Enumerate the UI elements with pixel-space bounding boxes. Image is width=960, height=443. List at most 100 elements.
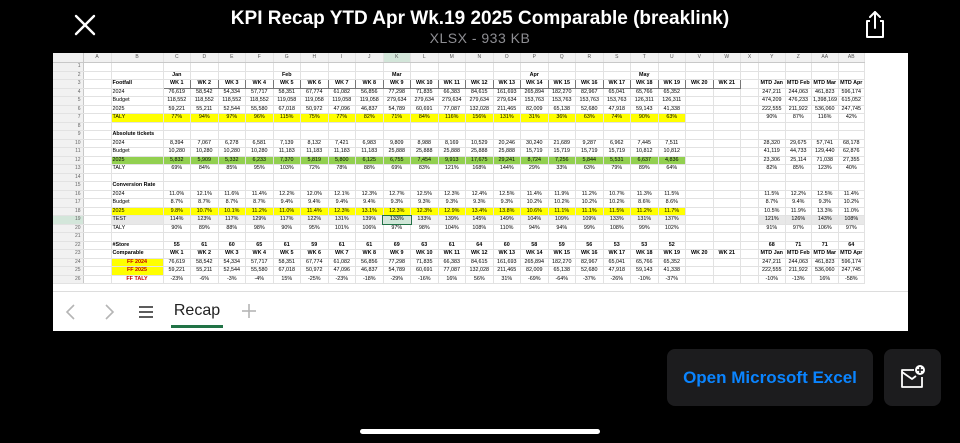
sheet-cell[interactable] xyxy=(548,122,576,131)
column-header[interactable]: B xyxy=(111,53,164,63)
sheet-cell[interactable] xyxy=(273,122,301,131)
sheet-cell[interactable]: -10% xyxy=(630,275,659,284)
sheet-cell[interactable]: 74% xyxy=(603,113,631,123)
sheet-cell[interactable] xyxy=(685,156,714,165)
sheet-cell[interactable]: 8.7% xyxy=(758,198,786,208)
sheet-cell[interactable]: 11.5% xyxy=(658,190,686,199)
sheet-cell[interactable] xyxy=(713,207,741,216)
sheet-cell[interactable]: 114% xyxy=(163,215,191,225)
sheet-cell[interactable] xyxy=(758,62,786,72)
sheet-cell[interactable]: 11.6% xyxy=(218,190,246,199)
column-header[interactable]: F xyxy=(245,53,274,63)
sheet-cell[interactable]: 8,988 xyxy=(410,139,439,148)
sheet-cell[interactable]: 109% xyxy=(548,215,576,225)
sheet-cell[interactable]: 65,041 xyxy=(603,88,631,97)
sheet-cell[interactable]: 10,812 xyxy=(658,147,686,157)
sheet-cell[interactable] xyxy=(713,173,741,182)
column-header[interactable]: V xyxy=(685,53,714,63)
sheet-cell[interactable]: 63% xyxy=(575,164,604,174)
sheet-cell[interactable]: 84,615 xyxy=(465,258,494,267)
sheet-cell[interactable]: MTD Feb xyxy=(785,79,812,89)
sheet-cell[interactable]: 28,320 xyxy=(758,139,786,148)
sheet-cell[interactable] xyxy=(218,173,246,182)
sheet-cell[interactable] xyxy=(163,130,191,140)
sheet-cell[interactable]: 103% xyxy=(273,164,301,174)
column-header[interactable]: J xyxy=(355,53,384,63)
row-number[interactable]: 9 xyxy=(53,130,84,140)
sheet-cell[interactable] xyxy=(493,122,521,131)
sheet-cell[interactable]: -18% xyxy=(355,275,384,284)
sheet-cell[interactable] xyxy=(83,173,112,182)
sheet-cell[interactable]: 108% xyxy=(465,224,494,233)
sheet-cell[interactable] xyxy=(811,71,839,80)
sheet-cell[interactable]: 99% xyxy=(575,224,604,233)
sheet-cell[interactable] xyxy=(785,122,812,131)
sheet-cell[interactable]: 47,918 xyxy=(603,105,631,114)
sheet-cell[interactable]: 12.9% xyxy=(438,207,466,216)
sheet-cell[interactable] xyxy=(713,181,741,191)
sheet-cell[interactable]: 29,241 xyxy=(493,156,521,165)
sheet-cell[interactable]: 67,774 xyxy=(300,258,329,267)
sheet-cell[interactable]: 9.3% xyxy=(410,198,439,208)
sheet-cell[interactable]: 104% xyxy=(520,215,549,225)
sheet-cell[interactable]: 10,529 xyxy=(465,139,494,148)
sheet-cell[interactable]: WK 1 xyxy=(162,79,191,89)
sheet-cell[interactable]: 131% xyxy=(328,215,356,225)
sheet-cell[interactable] xyxy=(658,232,686,242)
row-number[interactable]: 16 xyxy=(53,190,84,199)
sheet-cell[interactable] xyxy=(273,130,301,140)
sheet-cell[interactable] xyxy=(300,130,329,140)
sheet-cell[interactable]: 71 xyxy=(785,241,812,250)
sheet-cell[interactable] xyxy=(685,198,714,208)
sheet-cell[interactable]: 25,888 xyxy=(465,147,494,157)
sheet-cell[interactable] xyxy=(410,62,439,72)
sheet-cell[interactable]: WK 7 xyxy=(327,79,356,89)
sheet-cell[interactable]: -37% xyxy=(575,275,604,284)
sheet-cell[interactable]: 265,894 xyxy=(520,258,549,267)
row-number[interactable]: 18 xyxy=(53,207,84,216)
sheet-cell[interactable] xyxy=(163,181,191,191)
column-header[interactable]: H xyxy=(300,53,329,63)
sheet-cell[interactable] xyxy=(83,207,112,216)
sheet-cell[interactable]: 474,209 xyxy=(758,96,786,106)
sheet-cell[interactable]: 33% xyxy=(548,164,576,174)
sheet-cell[interactable] xyxy=(520,181,549,191)
row-number[interactable]: 20 xyxy=(53,224,84,233)
sheet-cell[interactable]: 4,836 xyxy=(658,156,686,165)
sheet-cell[interactable]: 8.7% xyxy=(218,198,246,208)
sheet-cell[interactable]: 7,511 xyxy=(658,139,686,148)
sheet-cell[interactable] xyxy=(630,122,659,131)
sheet-cell[interactable]: 6,983 xyxy=(355,139,384,148)
sheet-cell[interactable] xyxy=(713,198,741,208)
column-header[interactable]: AB xyxy=(838,53,865,63)
sheet-cell[interactable]: WK 10 xyxy=(410,79,439,89)
sheet-cell[interactable]: 25,888 xyxy=(383,147,411,157)
sheet-cell[interactable]: 99% xyxy=(630,224,659,233)
sheet-cell[interactable]: 116% xyxy=(811,113,839,123)
sheet-cell[interactable]: 131% xyxy=(493,113,521,123)
sheet-cell[interactable]: 11.9% xyxy=(548,190,576,199)
sheet-cell[interactable] xyxy=(785,232,812,242)
sheet-cell[interactable] xyxy=(758,71,786,80)
sheet-cell[interactable]: -69% xyxy=(520,275,549,284)
sheet-cell[interactable]: Jan xyxy=(163,70,191,80)
sheet-cell[interactable]: 123% xyxy=(811,164,839,174)
sheet-cell[interactable]: 20,246 xyxy=(493,139,521,148)
sheet-cell[interactable]: -29% xyxy=(383,275,411,284)
sheet-cell[interactable]: 71,835 xyxy=(410,88,439,97)
sheet-cell[interactable] xyxy=(685,139,714,148)
sheet-cell[interactable] xyxy=(83,190,112,199)
sheet-cell[interactable] xyxy=(83,224,112,233)
sheet-cell[interactable] xyxy=(713,215,741,225)
column-header[interactable]: Q xyxy=(548,53,576,63)
sheet-cell[interactable]: 129,440 xyxy=(811,147,839,157)
sheet-cell[interactable]: 9.3% xyxy=(438,198,466,208)
sheet-cell[interactable]: 133% xyxy=(603,215,631,225)
sheet-cell[interactable] xyxy=(328,232,356,242)
sheet-cell[interactable]: 69 xyxy=(383,241,411,250)
sheet-cell[interactable]: 55,211 xyxy=(190,266,219,276)
column-header[interactable]: W xyxy=(713,53,741,63)
sheet-cell[interactable] xyxy=(758,173,786,182)
sheet-cell[interactable] xyxy=(83,258,112,267)
sheet-cell[interactable] xyxy=(355,173,384,182)
